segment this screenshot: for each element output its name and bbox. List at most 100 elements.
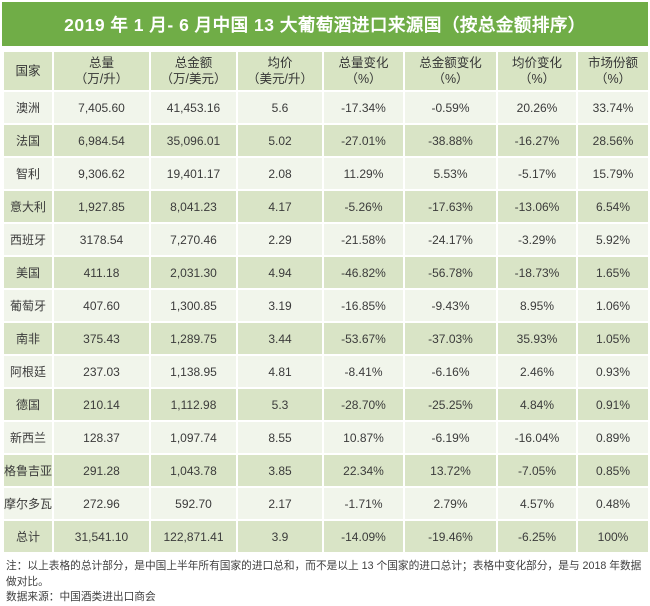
value-cell: 1.65% [576, 255, 650, 290]
value-cell: -16.85% [322, 288, 405, 323]
value-cell: -16.04% [496, 420, 578, 455]
value-cell: -5.26% [322, 189, 405, 224]
table-row: 摩尔多瓦 272.96 592.70 2.17 -1.71% 2.79% 4.57% 0.48… [2, 486, 650, 521]
table-row: 格鲁吉亚 291.28 1,043.78 3.85 22.34% 13.72% -7.05%… [2, 453, 650, 488]
value-cell: 2,031.30 [149, 255, 238, 290]
column-header: 总量变化 （%） [322, 50, 405, 92]
value-cell: -24.17% [403, 222, 498, 257]
country-cell: 美国 [2, 255, 54, 290]
table-row: 法国 6,984.54 35,096.01 5.02 -27.01% -38.88% -16… [2, 123, 650, 158]
value-cell: 33.74% [576, 90, 650, 125]
column-label: 总量 [88, 55, 114, 70]
country-cell: 摩尔多瓦 [2, 486, 54, 521]
value-cell: 2.08 [236, 156, 324, 191]
column-header: 国家 [2, 50, 54, 92]
column-label: 总金额变化 [419, 55, 482, 70]
value-cell: 1,289.75 [149, 321, 238, 356]
value-cell: 1.06% [576, 288, 650, 323]
value-cell: -3.29% [496, 222, 578, 257]
value-cell: -8.41% [322, 354, 405, 389]
value-cell: 375.43 [52, 321, 151, 356]
value-cell: 1,300.85 [149, 288, 238, 323]
value-cell: 1,097.74 [149, 420, 238, 455]
value-cell: 2.46% [496, 354, 578, 389]
value-cell: 1,043.78 [149, 453, 238, 488]
value-cell: -6.25% [496, 519, 578, 554]
table-row: 德国 210.14 1,112.98 5.3 -28.70% -25.25% 4.84% 0.… [2, 387, 650, 422]
value-cell: 28.56% [576, 123, 650, 158]
value-cell: 13.72% [403, 453, 498, 488]
value-cell: -13.06% [496, 189, 578, 224]
country-cell: 智利 [2, 156, 54, 191]
table-row: 葡萄牙 407.60 1,300.85 3.19 -16.85% -9.43% 8.95% 1… [2, 288, 650, 323]
country-cell: 意大利 [2, 189, 54, 224]
value-cell: 35,096.01 [149, 123, 238, 158]
value-cell: 100% [576, 519, 650, 554]
value-cell: 122,871.41 [149, 519, 238, 554]
value-cell: 7,270.46 [149, 222, 238, 257]
value-cell: 3.85 [236, 453, 324, 488]
value-cell: 1.05% [576, 321, 650, 356]
value-cell: 2.29 [236, 222, 324, 257]
value-cell: 6.54% [576, 189, 650, 224]
column-header: 总量 （万/升） [52, 50, 151, 92]
header-row: 国家 总量 （万/升） 总金额 （万/美元） 均价 （美元/升） 总量变化 （%） 总金额变化 （%… [2, 50, 650, 92]
value-cell: 4.94 [236, 255, 324, 290]
value-cell: -17.34% [322, 90, 405, 125]
column-label: 国家 [15, 63, 41, 78]
column-header: 均价变化 （%） [496, 50, 578, 92]
value-cell: 22.34% [322, 453, 405, 488]
country-cell: 德国 [2, 387, 54, 422]
value-cell: 128.37 [52, 420, 151, 455]
value-cell: -0.59% [403, 90, 498, 125]
value-cell: 7,405.60 [52, 90, 151, 125]
footnotes: 注：以上表格的总计部分，是中国上半年所有国家的进口总和，而不是以上 13 个国家… [6, 559, 644, 606]
table-row: 意大利 1,927.85 8,041.23 4.17 -5.26% -17.63% -13.… [2, 189, 650, 224]
country-cell: 西班牙 [2, 222, 54, 257]
value-cell: -27.01% [322, 123, 405, 158]
value-cell: -37.03% [403, 321, 498, 356]
value-cell: 1,138.95 [149, 354, 238, 389]
footnote-text: 注：以上表格的总计部分，是中国上半年所有国家的进口总和，而不是以上 13 个国家… [6, 560, 642, 588]
column-header: 总金额变化 （%） [403, 50, 498, 92]
value-cell: 210.14 [52, 387, 151, 422]
value-cell: 41,453.16 [149, 90, 238, 125]
value-cell: 0.85% [576, 453, 650, 488]
value-cell: -38.88% [403, 123, 498, 158]
country-cell: 葡萄牙 [2, 288, 54, 323]
column-label: 总金额 [174, 55, 213, 70]
value-cell: 5.92% [576, 222, 650, 257]
value-cell: 0.93% [576, 354, 650, 389]
country-cell: 法国 [2, 123, 54, 158]
value-cell: -46.82% [322, 255, 405, 290]
country-cell: 新西兰 [2, 420, 54, 455]
column-unit: （%） [594, 72, 632, 86]
column-unit: （%） [518, 72, 556, 86]
data-source-text: 数据来源：中国酒类进出口商会 [6, 591, 156, 604]
value-cell: 0.91% [576, 387, 650, 422]
value-cell: -16.27% [496, 123, 578, 158]
import-table: 国家 总量 （万/升） 总金额 （万/美元） 均价 （美元/升） 总量变化 （%） 总金额变化 （%… [2, 50, 650, 554]
value-cell: -14.09% [322, 519, 405, 554]
value-cell: -6.19% [403, 420, 498, 455]
value-cell: 20.26% [496, 90, 578, 125]
value-cell: 19,401.17 [149, 156, 238, 191]
table-row: 南非 375.43 1,289.75 3.44 -53.67% -37.03% 35.93%… [2, 321, 650, 356]
value-cell: 1,112.98 [149, 387, 238, 422]
value-cell: -18.73% [496, 255, 578, 290]
country-cell: 总计 [2, 519, 54, 554]
value-cell: 9,306.62 [52, 156, 151, 191]
value-cell: 10.87% [322, 420, 405, 455]
value-cell: -5.17% [496, 156, 578, 191]
value-cell: 5.6 [236, 90, 324, 125]
table-row: 西班牙 3178.54 7,270.46 2.29 -21.58% -24.17% -3.2… [2, 222, 650, 257]
value-cell: 11.29% [322, 156, 405, 191]
value-cell: 1,927.85 [52, 189, 151, 224]
column-label: 总量变化 [338, 55, 389, 70]
value-cell: -1.71% [322, 486, 405, 521]
value-cell: 4.81 [236, 354, 324, 389]
value-cell: 31,541.10 [52, 519, 151, 554]
value-cell: 35.93% [496, 321, 578, 356]
value-cell: 2.79% [403, 486, 498, 521]
country-cell: 格鲁吉亚 [2, 453, 54, 488]
